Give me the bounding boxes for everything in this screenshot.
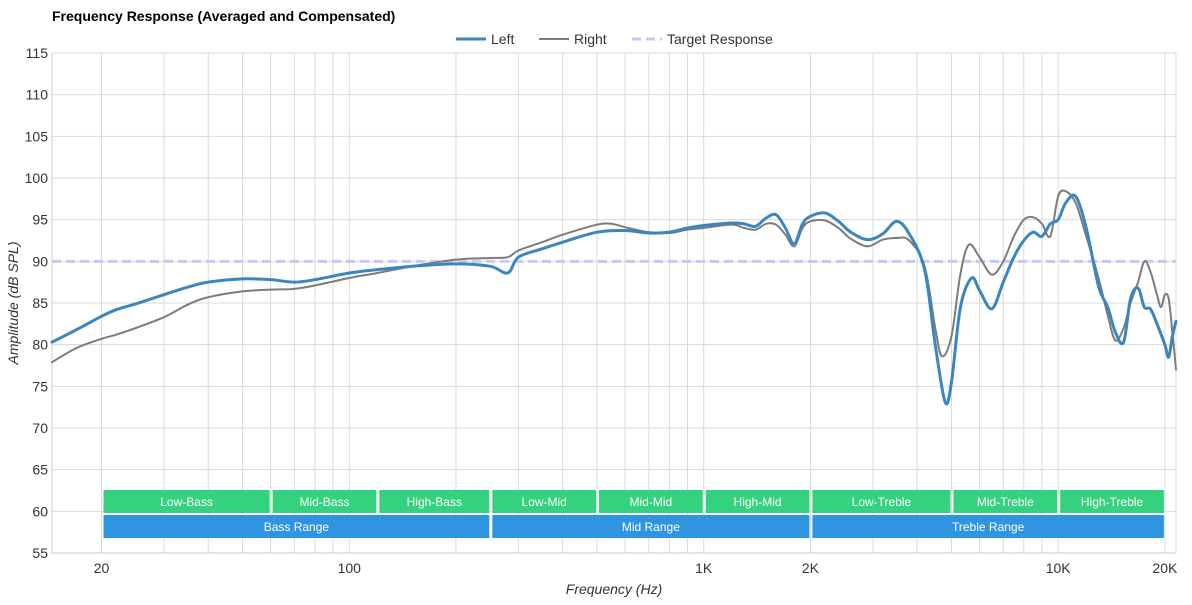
y-tick-label: 110 <box>26 87 49 103</box>
y-tick-label: 55 <box>32 545 48 561</box>
legend-label: Left <box>491 31 514 47</box>
range-band <box>379 490 490 513</box>
range-band <box>812 490 951 513</box>
range-band-label: High-Treble <box>1081 495 1144 509</box>
x-tick-label: 1K <box>695 560 713 576</box>
x-tick-label: 100 <box>338 560 362 576</box>
range-band <box>705 490 810 513</box>
y-tick-label: 115 <box>26 45 49 61</box>
range-band-label: Low-Mid <box>521 495 566 509</box>
y-tick-label: 80 <box>32 337 48 353</box>
range-band <box>599 490 703 513</box>
data-series <box>50 189 1178 406</box>
x-tick-label: 20K <box>1152 560 1178 576</box>
range-band-label: Mid-Treble <box>977 495 1034 509</box>
series-line-left <box>50 193 1178 406</box>
y-tick-label: 70 <box>32 420 48 436</box>
y-tick-label: 105 <box>25 128 49 144</box>
range-band <box>492 515 810 538</box>
range-band-label: Mid-Bass <box>299 495 349 509</box>
range-band-label: Low-Treble <box>852 495 912 509</box>
x-tick-label: 2K <box>802 560 820 576</box>
range-band <box>103 490 270 513</box>
x-axis-ticks: 20 100 1K 2K 10K 20K <box>94 560 1178 576</box>
range-band <box>272 490 377 513</box>
y-tick-label: 95 <box>32 212 48 228</box>
range-band <box>812 515 1164 538</box>
y-tick-label: 90 <box>32 253 48 269</box>
range-band <box>492 490 597 513</box>
range-band <box>103 515 490 538</box>
range-band-label: Low-Bass <box>160 495 213 509</box>
range-bands: Low-Bass Mid-Bass High-Bass Low-Mid Mid-Mid H… <box>103 490 1164 538</box>
range-band-label: Mid Range <box>622 520 680 534</box>
range-band-label: High-Mid <box>734 495 782 509</box>
range-band <box>1060 490 1164 513</box>
x-tick-label: 10K <box>1046 560 1072 576</box>
x-tick-label: 20 <box>94 560 110 576</box>
legend-label: Target Response <box>667 31 773 47</box>
y-tick-label: 65 <box>32 462 48 478</box>
y-tick-label: 75 <box>32 378 48 394</box>
y-tick-label: 100 <box>25 170 49 186</box>
legend-label: Right <box>574 31 607 47</box>
y-axis-ticks: 55 60 65 70 75 80 85 90 95 100 105 110 115 <box>25 45 49 561</box>
range-band-label: Bass Range <box>264 520 330 534</box>
range-band <box>953 490 1058 513</box>
grid-lines <box>51 52 1177 554</box>
chart-title: Frequency Response (Averaged and Compens… <box>52 8 396 24</box>
range-band-label: High-Bass <box>407 495 462 509</box>
y-tick-label: 60 <box>32 503 48 519</box>
y-tick-label: 85 <box>32 295 48 311</box>
range-band-label: Treble Range <box>952 520 1025 534</box>
x-axis-title: Frequency (Hz) <box>566 581 662 597</box>
y-axis-title: Amplitude (dB SPL) <box>5 242 21 366</box>
legend: Left Right Target Response <box>456 31 773 47</box>
range-band-label: Mid-Mid <box>630 495 673 509</box>
